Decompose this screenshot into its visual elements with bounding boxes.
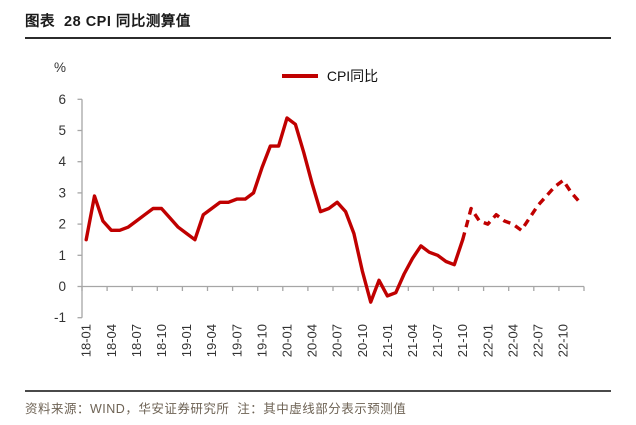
- x-axis-tick-label: 22-04: [505, 324, 520, 357]
- footer-divider: [25, 390, 611, 392]
- legend-series-label: CPI同比: [326, 68, 379, 84]
- x-axis-tick-label: 20-04: [305, 324, 320, 357]
- x-axis-tick-label: 21-07: [430, 324, 445, 357]
- source-note: 资料来源：WIND，华安证券研究所 注：其中虚线部分表示预测值: [25, 402, 407, 416]
- cpi-line-forecast: [461, 178, 582, 241]
- x-axis-tick-label: 19-01: [179, 324, 194, 357]
- chart-title: 图表 28 CPI 同比测算值: [25, 14, 191, 30]
- y-axis-tick-label: 1: [58, 248, 66, 263]
- x-axis-tick-label: 21-10: [455, 324, 470, 357]
- y-axis-unit-label: %: [54, 60, 66, 75]
- y-axis-tick-label: 5: [58, 123, 66, 138]
- x-axis-tick-label: 21-01: [380, 324, 395, 357]
- chart-legend: CPI同比: [12, 66, 636, 86]
- y-axis-tick-label: 4: [58, 154, 66, 169]
- x-axis-tick-label: 20-10: [355, 324, 370, 357]
- y-axis-tick-label: -1: [54, 310, 66, 325]
- y-axis-tick-label: 6: [58, 92, 66, 107]
- title-underline: [25, 37, 611, 39]
- x-axis-tick-label: 22-10: [556, 324, 571, 357]
- x-axis-tick-label: 18-07: [129, 324, 144, 357]
- x-axis-tick-label: 18-04: [104, 324, 119, 357]
- x-axis-tick-label: 18-01: [79, 324, 94, 357]
- x-axis-tick-label: 18-10: [154, 324, 169, 357]
- y-axis-tick-label: 3: [58, 185, 66, 200]
- cpi-line-actual: [84, 116, 465, 304]
- x-axis-tick-label: 19-07: [229, 324, 244, 357]
- x-axis-tick-label: 22-01: [480, 324, 495, 357]
- x-axis-tick-label: 19-10: [254, 324, 269, 357]
- x-axis-tick-label: 19-04: [204, 324, 219, 357]
- x-axis-tick-label: 21-04: [405, 324, 420, 357]
- x-axis-tick-label: 20-01: [279, 324, 294, 357]
- legend-line-marker: [281, 74, 318, 78]
- y-axis-tick-label: 0: [58, 279, 66, 294]
- x-axis-tick-label: 20-07: [330, 324, 345, 357]
- y-axis-tick-label: 2: [58, 217, 66, 232]
- cpi-line-chart: % -1 0 1 2 3 4 5 6 18-01 18-04 18-07 18-10 19-01 19-04…: [54, 60, 585, 357]
- x-axis-tick-label: 22-07: [530, 324, 545, 357]
